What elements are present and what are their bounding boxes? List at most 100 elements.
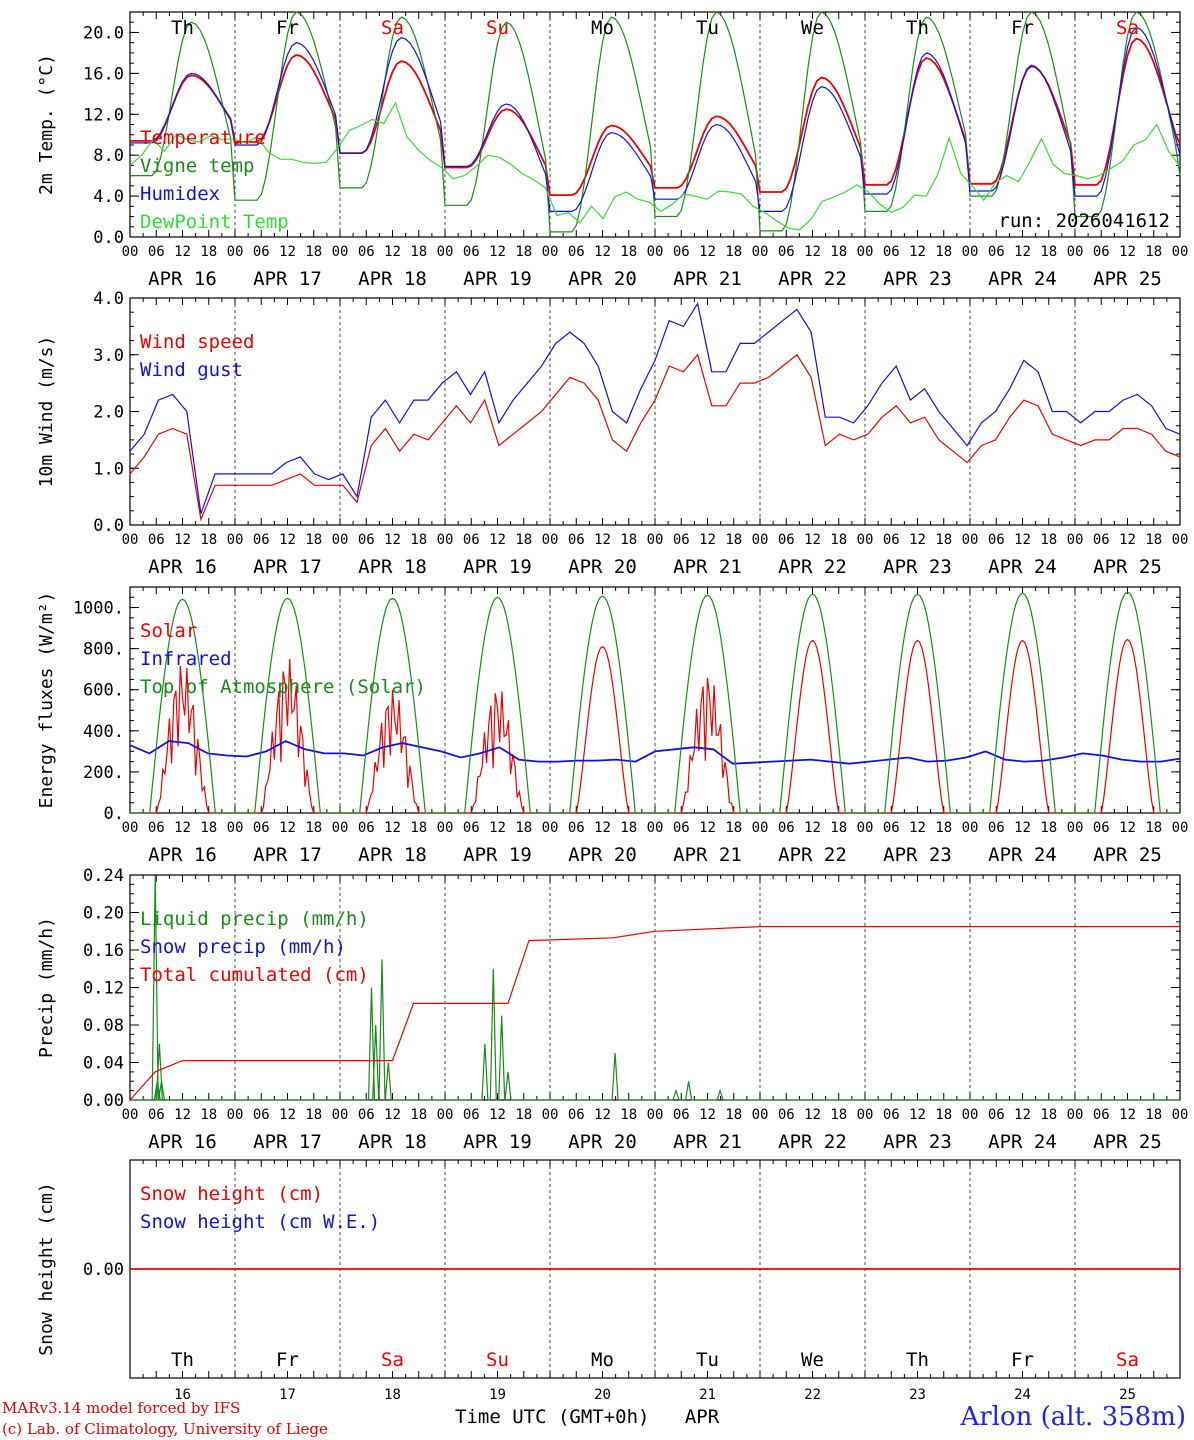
temp-hour-label: 00 [647, 244, 664, 260]
energy-hour-label: 12 [699, 820, 716, 836]
weekday-label-bottom: Th [906, 1349, 929, 1371]
wind-hour-label: 12 [1119, 532, 1136, 548]
lab-credit: (c) Lab. of Climatology, University of L… [2, 1420, 328, 1438]
wind-date-label: APR 17 [253, 556, 322, 578]
energy-hour-label: 12 [804, 820, 821, 836]
wind-ytick-label: 0.0 [93, 516, 124, 536]
temp-hour-label: 00 [857, 244, 874, 260]
weekday-label-bottom: Mo [591, 1349, 614, 1371]
energy-date-label: APR 25 [1093, 844, 1162, 866]
snow-legend-snow-height-cm-w-e-: Snow height (cm W.E.) [140, 1211, 380, 1233]
wind-hour-label: 18 [1040, 532, 1057, 548]
wind-series-wind-speed [129, 353, 1181, 522]
energy-hour-label: 18 [620, 820, 637, 836]
precip-hour-label: 00 [752, 1107, 769, 1123]
energy-hour-label: 00 [437, 820, 454, 836]
energy-hour-label: 00 [1067, 820, 1084, 836]
precip-hour-label: 12 [489, 1107, 506, 1123]
wind-hour-label: 00 [752, 532, 769, 548]
energy-legend-infrared: Infrared [140, 648, 232, 670]
wind-panel: 10m Wind (m/s) [36, 297, 1181, 526]
temp-series-dewpoint-temp [129, 101, 1181, 231]
wind-ytick-label: 2.0 [93, 403, 124, 423]
temp-hour-label: 00 [122, 244, 139, 260]
energy-date-label: APR 22 [778, 844, 847, 866]
temp-hour-label: 06 [883, 244, 900, 260]
temp-hour-label: 18 [515, 244, 532, 260]
weekday-label-bottom: We [801, 1349, 824, 1371]
xaxis-title: Time UTC (GMT+0h) [455, 1406, 649, 1428]
temp-legend-humidex: Humidex [140, 183, 220, 205]
wind-hour-label: 00 [542, 532, 559, 548]
wind-hour-label: 12 [384, 532, 401, 548]
wind-hour-label: 18 [725, 532, 742, 548]
precip-hour-label: 00 [647, 1107, 664, 1123]
wind-date-label: APR 23 [883, 556, 952, 578]
weekday-label-bottom: Fr [1011, 1349, 1034, 1371]
precip-hour-label: 18 [1145, 1107, 1162, 1123]
wind-hour-label: 12 [279, 532, 296, 548]
energy-hour-label: 00 [752, 820, 769, 836]
wind-hour-label: 00 [332, 532, 349, 548]
temp-hour-label: 12 [1119, 244, 1136, 260]
precip-hour-label: 12 [279, 1107, 296, 1123]
weekday-label-bottom: Su [486, 1349, 509, 1371]
temp-hour-label: 12 [1014, 244, 1031, 260]
temp-ytick-label: 20.0 [83, 23, 124, 43]
temp-date-label: APR 16 [148, 268, 217, 290]
wind-date-label: APR 25 [1093, 556, 1162, 578]
weekday-label-bottom: Fr [276, 1349, 299, 1371]
energy-date-label: APR 24 [988, 844, 1057, 866]
wind-hour-label: 06 [778, 532, 795, 548]
weekday-label-bottom: Sa [381, 1349, 404, 1371]
temp-hour-label: 12 [174, 244, 191, 260]
snow-legend-snow-height-cm-: Snow height (cm) [140, 1183, 323, 1205]
temp-series-vigne-temp [130, 11, 1181, 233]
precip-date-label: APR 19 [463, 1131, 532, 1153]
wind-hour-label: 06 [148, 532, 165, 548]
temp-hour-label: 12 [279, 244, 296, 260]
precip-hour-label: 06 [1093, 1107, 1110, 1123]
precip-hour-label: 12 [1014, 1107, 1031, 1123]
temp-hour-label: 18 [725, 244, 742, 260]
precip-legend-total-cumulated-cm-: Total cumulated (cm) [140, 964, 369, 986]
temp-hour-label: 06 [253, 244, 270, 260]
energy-hour-label: 06 [463, 820, 480, 836]
wind-hour-label: 12 [699, 532, 716, 548]
precip-hour-label: 00 [1172, 1107, 1189, 1123]
energy-hour-label: 12 [384, 820, 401, 836]
wind-hour-label: 18 [1145, 532, 1162, 548]
wind-hour-label: 06 [883, 532, 900, 548]
precip-hour-label: 06 [358, 1107, 375, 1123]
precip-hour-label: 00 [962, 1107, 979, 1123]
temp-hour-label: 18 [620, 244, 637, 260]
temp-hour-label: 06 [148, 244, 165, 260]
wind-hour-label: 06 [463, 532, 480, 548]
energy-hour-label: 06 [988, 820, 1005, 836]
wind-date-label: APR 20 [568, 556, 637, 578]
temp-hour-label: 18 [1145, 244, 1162, 260]
wind-hour-label: 12 [909, 532, 926, 548]
temp-ylabel: 2m Temp. (°C) [36, 54, 57, 195]
snow-ytick-label: 0.00 [83, 1260, 124, 1280]
precip-hour-label: 12 [384, 1107, 401, 1123]
temp-hour-label: 00 [437, 244, 454, 260]
temp-ytick-label: 0.0 [93, 228, 124, 248]
day-number-label: 18 [384, 1387, 401, 1403]
snow-ylabel: Snow height (cm) [36, 1182, 57, 1355]
energy-ytick-label: 0. [104, 804, 124, 824]
precip-hour-label: 18 [515, 1107, 532, 1123]
temp-hour-label: 18 [935, 244, 952, 260]
wind-hour-label: 06 [358, 532, 375, 548]
temp-hour-label: 06 [1093, 244, 1110, 260]
wind-hour-label: 18 [410, 532, 427, 548]
temp-hour-label: 12 [489, 244, 506, 260]
wind-hour-label: 12 [804, 532, 821, 548]
xaxis-month: APR [685, 1406, 720, 1428]
energy-hour-label: 06 [673, 820, 690, 836]
temp-hour-label: 18 [410, 244, 427, 260]
temp-hour-label: 12 [594, 244, 611, 260]
precip-hour-label: 06 [463, 1107, 480, 1123]
precip-hour-label: 00 [332, 1107, 349, 1123]
